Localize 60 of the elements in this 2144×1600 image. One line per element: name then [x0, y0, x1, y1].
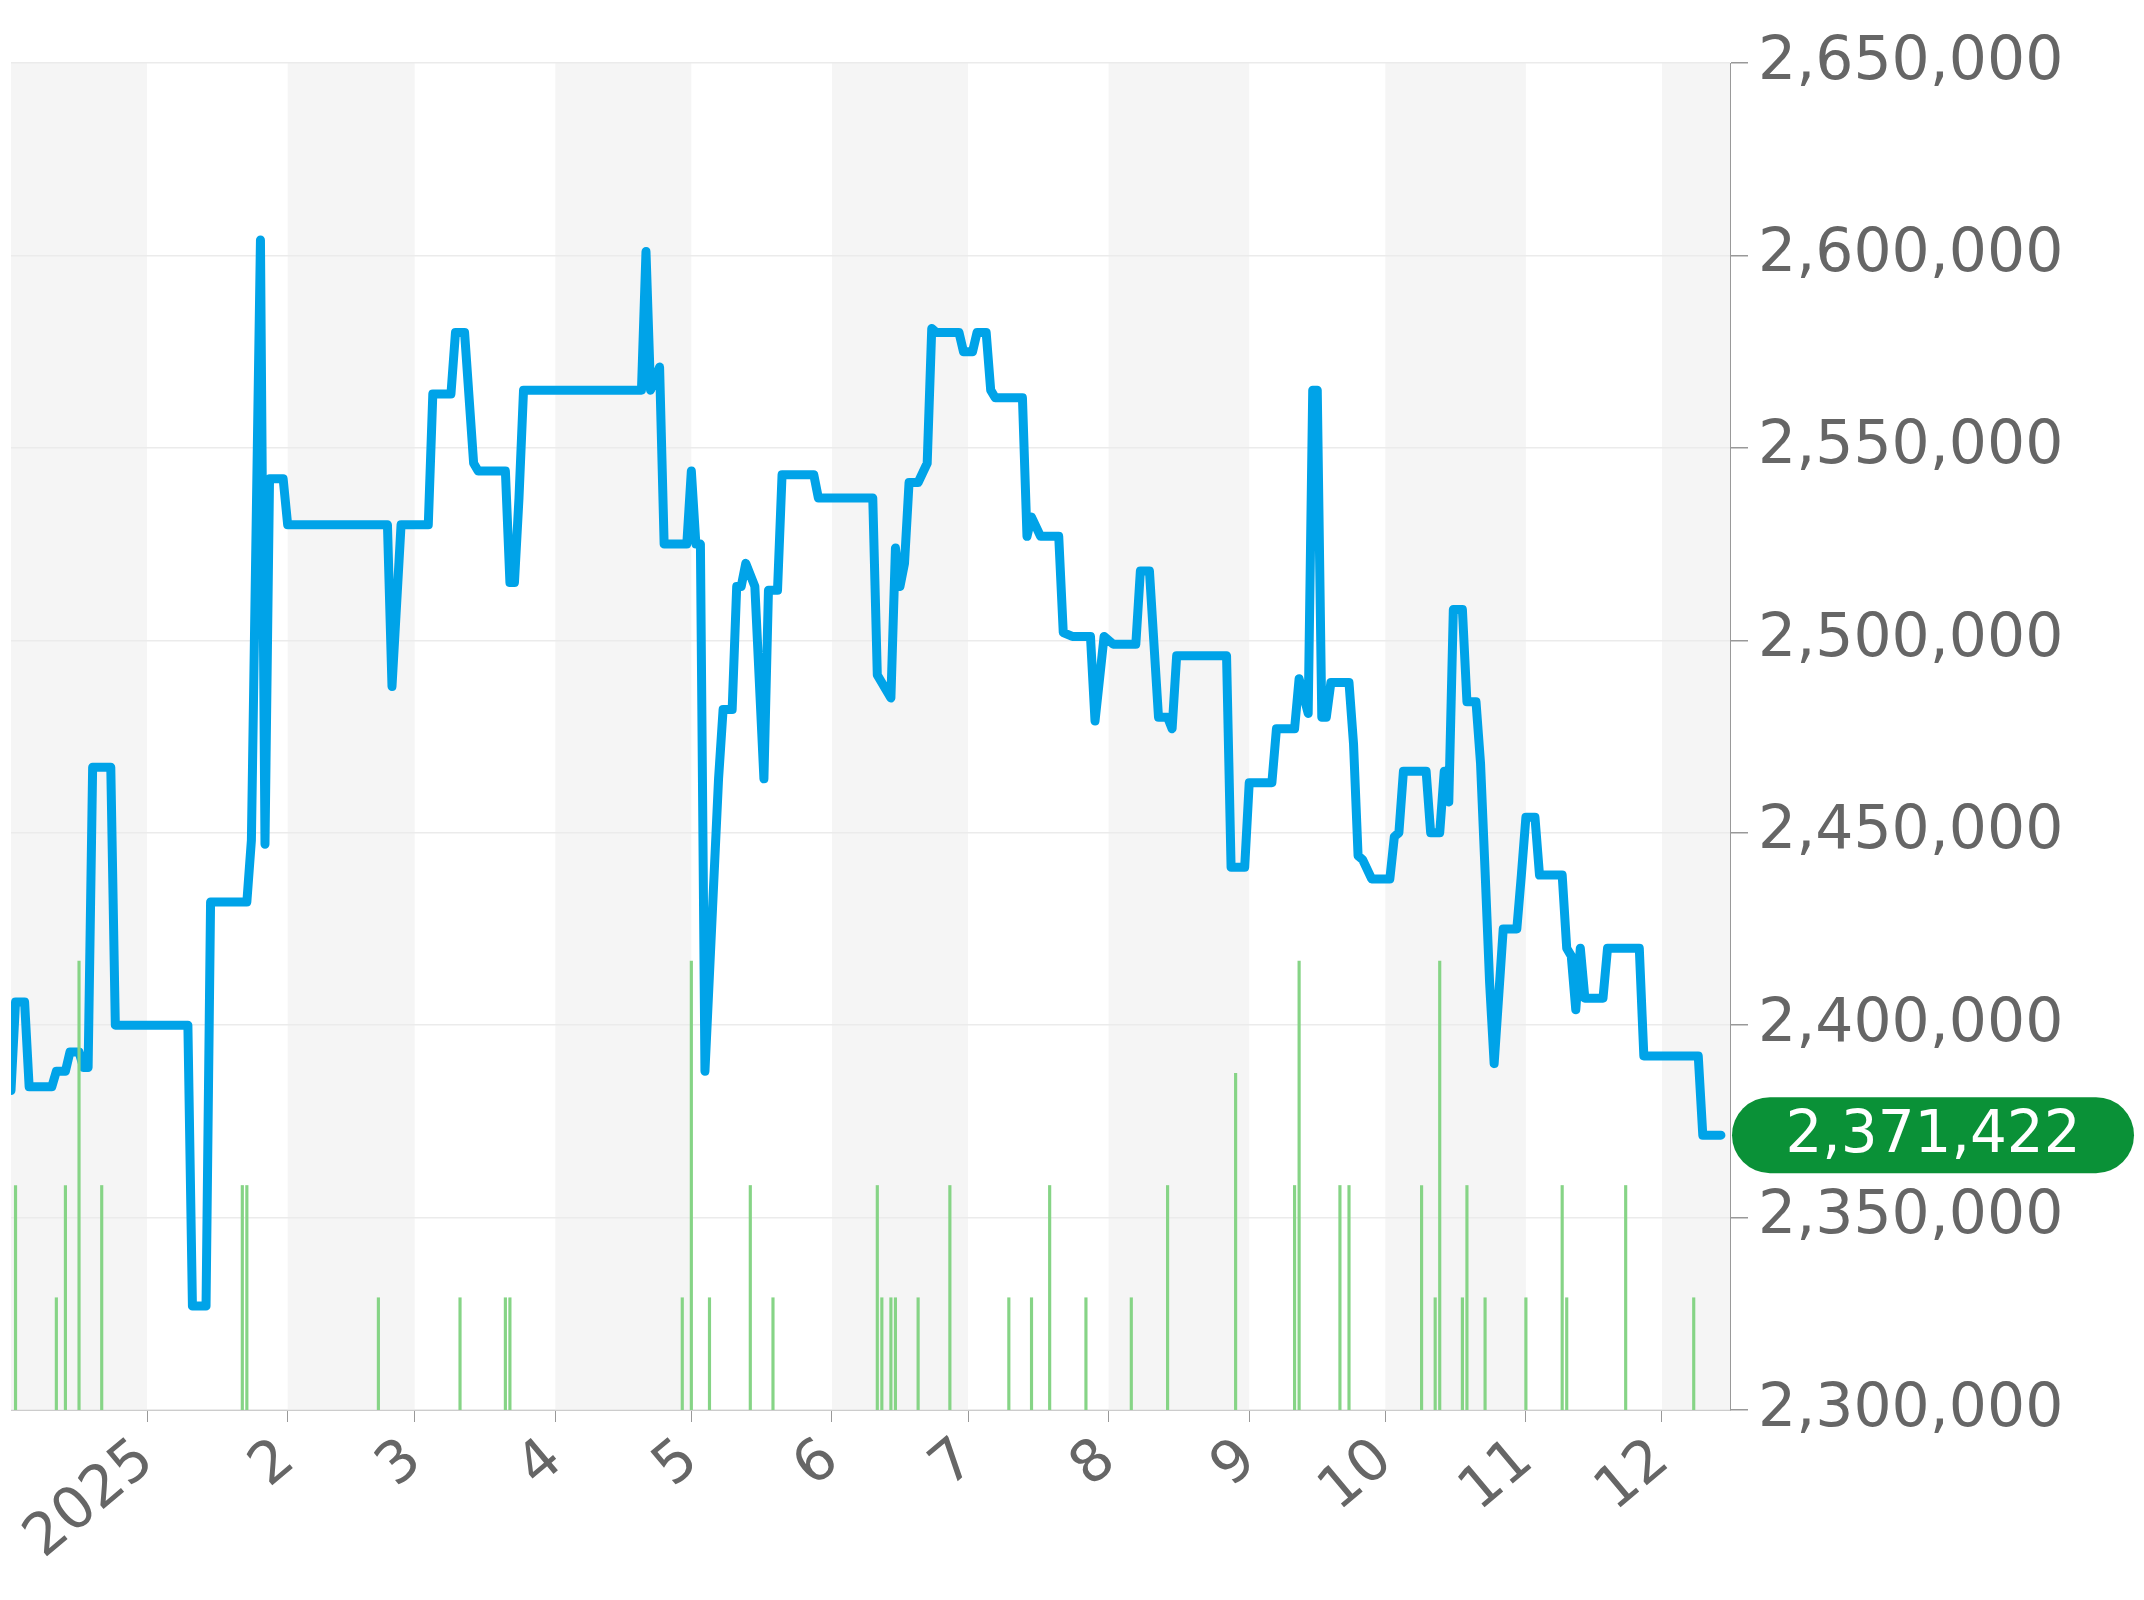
bar	[458, 1297, 462, 1410]
bar	[376, 1297, 380, 1410]
bar	[1166, 1185, 1170, 1410]
x-tick-label: 6	[778, 1422, 851, 1499]
y-tick-label: 2,450,000	[1758, 792, 2064, 863]
bar	[77, 960, 81, 1410]
bar	[875, 1185, 879, 1410]
bar	[1297, 960, 1301, 1410]
x-tick-label: 9	[1195, 1422, 1268, 1499]
bar	[1084, 1297, 1088, 1410]
bar	[1129, 1297, 1133, 1410]
bar	[13, 1185, 18, 1410]
bar	[889, 1297, 893, 1410]
bar	[1483, 1297, 1487, 1410]
x-tick-label: 2	[234, 1422, 307, 1499]
y-tick-label: 2,550,000	[1758, 407, 2064, 478]
x-tick-label: 12	[1580, 1422, 1681, 1523]
bar	[63, 1185, 68, 1410]
text: 2,371,422	[1785, 1098, 2081, 1167]
bar	[771, 1297, 775, 1410]
bar	[503, 1297, 507, 1410]
x-tick-label: 8	[1055, 1422, 1128, 1499]
bar	[1624, 1185, 1628, 1410]
bar	[948, 1185, 952, 1410]
y-tick-label: 2,300,000	[1758, 1369, 2064, 1440]
x-tick-label: 11	[1444, 1422, 1545, 1523]
x-tick-label: 3	[361, 1422, 434, 1499]
bar	[240, 1185, 244, 1410]
bar	[1029, 1297, 1034, 1410]
bar	[1338, 1185, 1342, 1410]
bar	[1234, 1072, 1238, 1410]
y-tick-label: 2,600,000	[1758, 215, 2064, 286]
bar	[1347, 1185, 1351, 1410]
y-tick-label: 2,350,000	[1758, 1177, 2064, 1248]
bar	[245, 1185, 249, 1410]
bar	[916, 1297, 920, 1410]
bar	[689, 960, 693, 1410]
bar	[1048, 1185, 1052, 1410]
x-tick-label: 5	[638, 1422, 711, 1499]
bar	[680, 1297, 684, 1410]
bar	[1560, 1185, 1564, 1410]
y-tick-label: 2,400,000	[1758, 984, 2064, 1055]
bar	[893, 1297, 898, 1410]
bar	[748, 1185, 752, 1410]
y-tick-label: 2,500,000	[1758, 599, 2064, 670]
bar	[1293, 1185, 1297, 1410]
bar	[1692, 1297, 1696, 1410]
x-tick-label: 10	[1303, 1422, 1404, 1523]
x-tick-label: 4	[501, 1422, 574, 1499]
bar	[1007, 1297, 1011, 1410]
bar	[54, 1297, 58, 1410]
bar	[1438, 960, 1442, 1410]
bar	[1524, 1297, 1528, 1410]
bar	[508, 1297, 512, 1410]
x-tick-label: 7	[914, 1422, 987, 1499]
y-tick-label: 2,650,000	[1758, 22, 2064, 93]
bar	[707, 1297, 712, 1410]
bar	[1465, 1185, 1469, 1410]
bar	[1420, 1185, 1424, 1410]
bar	[100, 1185, 104, 1410]
